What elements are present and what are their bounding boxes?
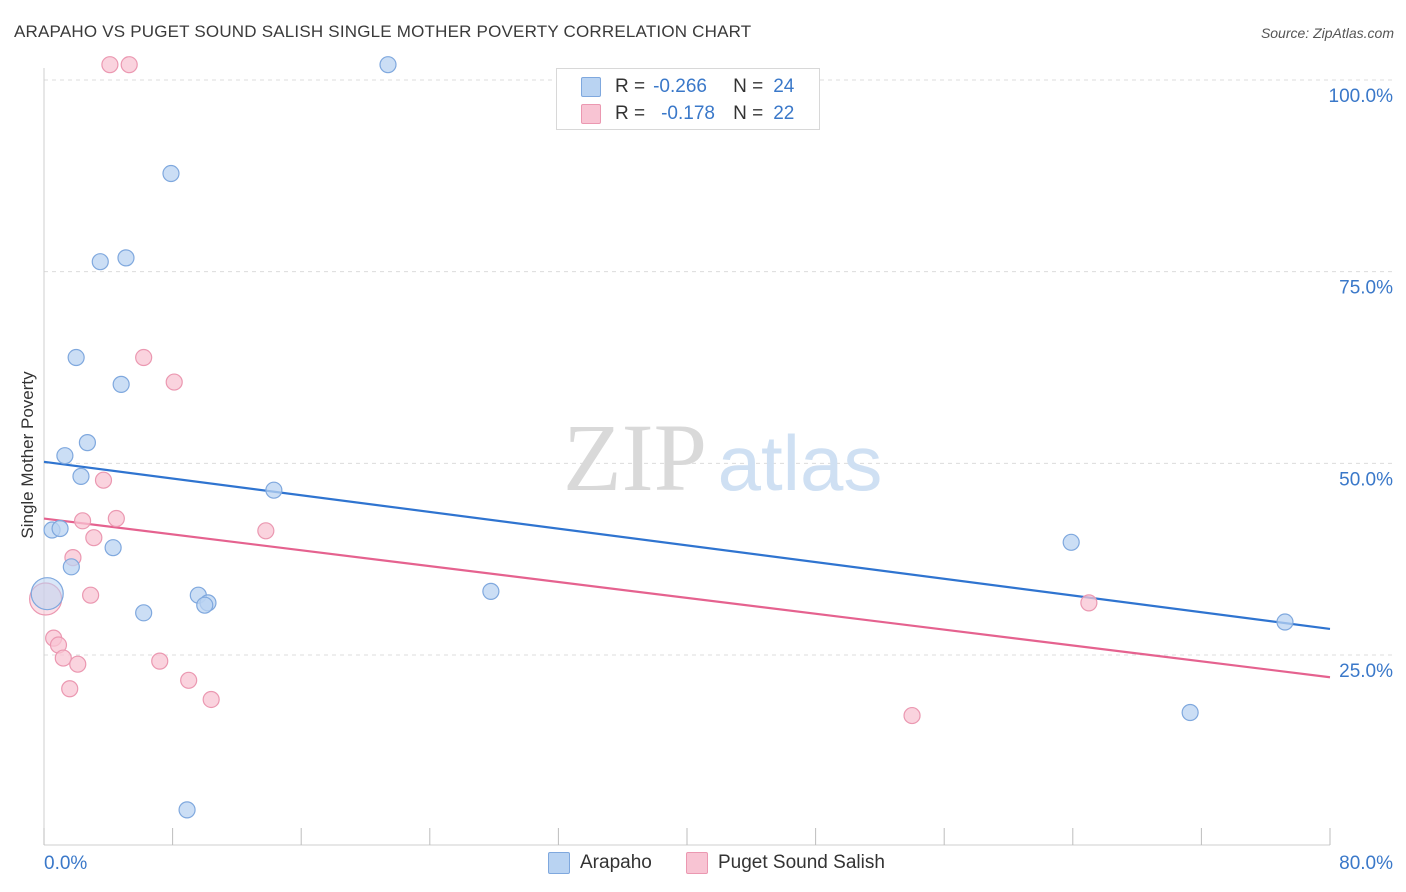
arapaho-point — [62, 558, 80, 576]
arapaho-point — [265, 481, 283, 499]
arapaho-point — [482, 582, 500, 600]
legend-row-arapaho: R = -0.266 N = 24 — [581, 75, 794, 99]
x-tick-label-min: 0.0% — [44, 853, 87, 874]
arapaho-point — [117, 249, 135, 267]
arapaho-point — [112, 375, 130, 393]
data-points — [29, 56, 1294, 819]
arapaho-point — [1276, 613, 1294, 631]
y-axis-label: Single Mother Poverty — [18, 371, 37, 539]
salish-point — [257, 522, 275, 540]
salish-point — [1080, 594, 1098, 612]
tick-labels: 25.0% 50.0% 75.0% 100.0% 0.0% 80.0% — [44, 86, 1393, 874]
bottom-legend-arapaho: Arapaho — [548, 852, 652, 874]
bottom-salish-label: Puget Sound Salish — [718, 852, 885, 873]
bottom-arapaho-label: Arapaho — [580, 852, 652, 873]
bottom-arapaho-swatch — [548, 852, 570, 874]
watermark: ZIP atlas — [563, 404, 882, 511]
x-tick-label-max: 80.0% — [1339, 853, 1393, 874]
salish-point — [61, 680, 79, 698]
arapaho-point — [1181, 703, 1199, 722]
y-tick-label: 50.0% — [1339, 469, 1393, 490]
salish-point — [82, 586, 100, 604]
axes — [43, 68, 1331, 846]
arapaho-n-label: N = — [733, 76, 764, 97]
salish-point — [202, 690, 220, 709]
trend-lines — [43, 460, 1331, 679]
arapaho-point — [51, 519, 69, 538]
salish-trend-line — [43, 517, 1331, 679]
salish-point — [85, 529, 103, 547]
arapaho-point — [91, 253, 109, 271]
y-tick-label: 25.0% — [1339, 661, 1393, 682]
salish-point — [135, 348, 153, 367]
salish-point — [107, 509, 125, 528]
arapaho-n-value: 24 — [773, 76, 795, 97]
salish-point — [69, 655, 87, 673]
arapaho-point — [178, 801, 196, 819]
salish-point — [54, 649, 72, 667]
salish-point — [151, 652, 169, 670]
chart-title: ARAPAHO VS PUGET SOUND SALISH SINGLE MOT… — [14, 22, 752, 41]
arapaho-point — [104, 539, 122, 557]
y-tick-label: 100.0% — [1329, 86, 1394, 107]
salish-point — [73, 512, 92, 530]
arapaho-point — [56, 447, 74, 465]
bottom-legend-salish: Puget Sound Salish — [686, 852, 885, 874]
watermark-atlas: atlas — [718, 419, 883, 507]
salish-point — [165, 373, 183, 391]
arapaho-point — [78, 434, 97, 452]
arapaho-r-value: -0.266 — [653, 76, 707, 97]
salish-point — [180, 671, 198, 689]
salish-point — [903, 706, 921, 725]
arapaho-point — [196, 596, 214, 614]
stats-legend: R = -0.266 N = 24 R = -0.178 N = 22 — [556, 68, 820, 130]
arapaho-swatch — [581, 77, 601, 97]
source-credit: Source: ZipAtlas.com — [1260, 25, 1394, 41]
arapaho-point — [379, 56, 397, 74]
arapaho-point — [162, 164, 180, 183]
arapaho-point — [72, 467, 90, 485]
watermark-zip: ZIP — [563, 404, 707, 511]
arapaho-trend-line — [43, 460, 1331, 631]
y-tick-label: 75.0% — [1339, 278, 1393, 299]
salish-point — [101, 56, 119, 74]
arapaho-point — [1062, 533, 1080, 551]
arapaho-point — [135, 604, 153, 622]
legend-row-salish: R = -0.178 N = 22 — [581, 102, 794, 126]
salish-r-value: -0.178 — [661, 103, 715, 124]
salish-point — [120, 56, 138, 74]
arapaho-r-label: R = — [615, 76, 646, 97]
salish-swatch — [581, 104, 601, 124]
arapaho-point — [30, 577, 64, 611]
salish-point — [94, 471, 113, 489]
arapaho-point — [67, 348, 85, 367]
gridlines — [44, 79, 1392, 656]
salish-n-value: 22 — [773, 103, 795, 124]
salish-n-label: N = — [733, 103, 764, 124]
salish-r-label: R = — [615, 103, 646, 124]
bottom-salish-swatch — [686, 852, 708, 874]
